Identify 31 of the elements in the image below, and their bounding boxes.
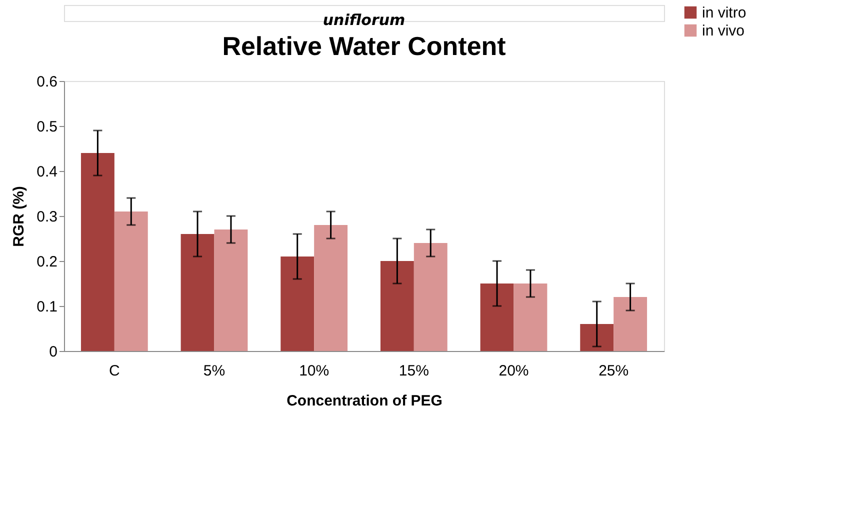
- y-tick-label: 0.1: [36, 298, 58, 316]
- x-axis-title: Concentration of PEG: [286, 392, 442, 410]
- y-tick-label: 0.5: [36, 118, 58, 136]
- bar: [314, 225, 348, 351]
- x-tick-label: 10%: [299, 362, 330, 380]
- bar: [214, 230, 248, 351]
- chart-title: Relative Water Content: [222, 31, 506, 61]
- y-axis-title: RGR (%): [10, 186, 28, 247]
- y-tick-label: 0.6: [36, 74, 58, 90]
- legend-label: in vitro: [702, 4, 746, 22]
- bar: [414, 243, 448, 351]
- x-tick-label: 20%: [498, 362, 529, 380]
- y-tick-label: 0: [49, 344, 58, 360]
- bar: [614, 297, 648, 351]
- bar: [114, 212, 148, 351]
- bar: [180, 234, 214, 351]
- bar: [280, 256, 314, 351]
- x-tick-label: 5%: [203, 362, 226, 380]
- text: uniflorum: [322, 11, 406, 29]
- y-tick-label: 0.4: [36, 164, 58, 180]
- x-tick-label: 25%: [598, 362, 629, 380]
- x-tick-label: 15%: [398, 362, 429, 380]
- y-tick-label: 0.2: [36, 254, 58, 270]
- y-tick-label: 0.3: [36, 208, 58, 226]
- bar: [480, 284, 514, 351]
- bar: [580, 324, 614, 351]
- legend-label: in vivo: [702, 22, 745, 40]
- bar: [80, 153, 114, 351]
- bar: [514, 284, 548, 351]
- x-tick-label: C: [108, 362, 120, 380]
- bar: [380, 261, 414, 351]
